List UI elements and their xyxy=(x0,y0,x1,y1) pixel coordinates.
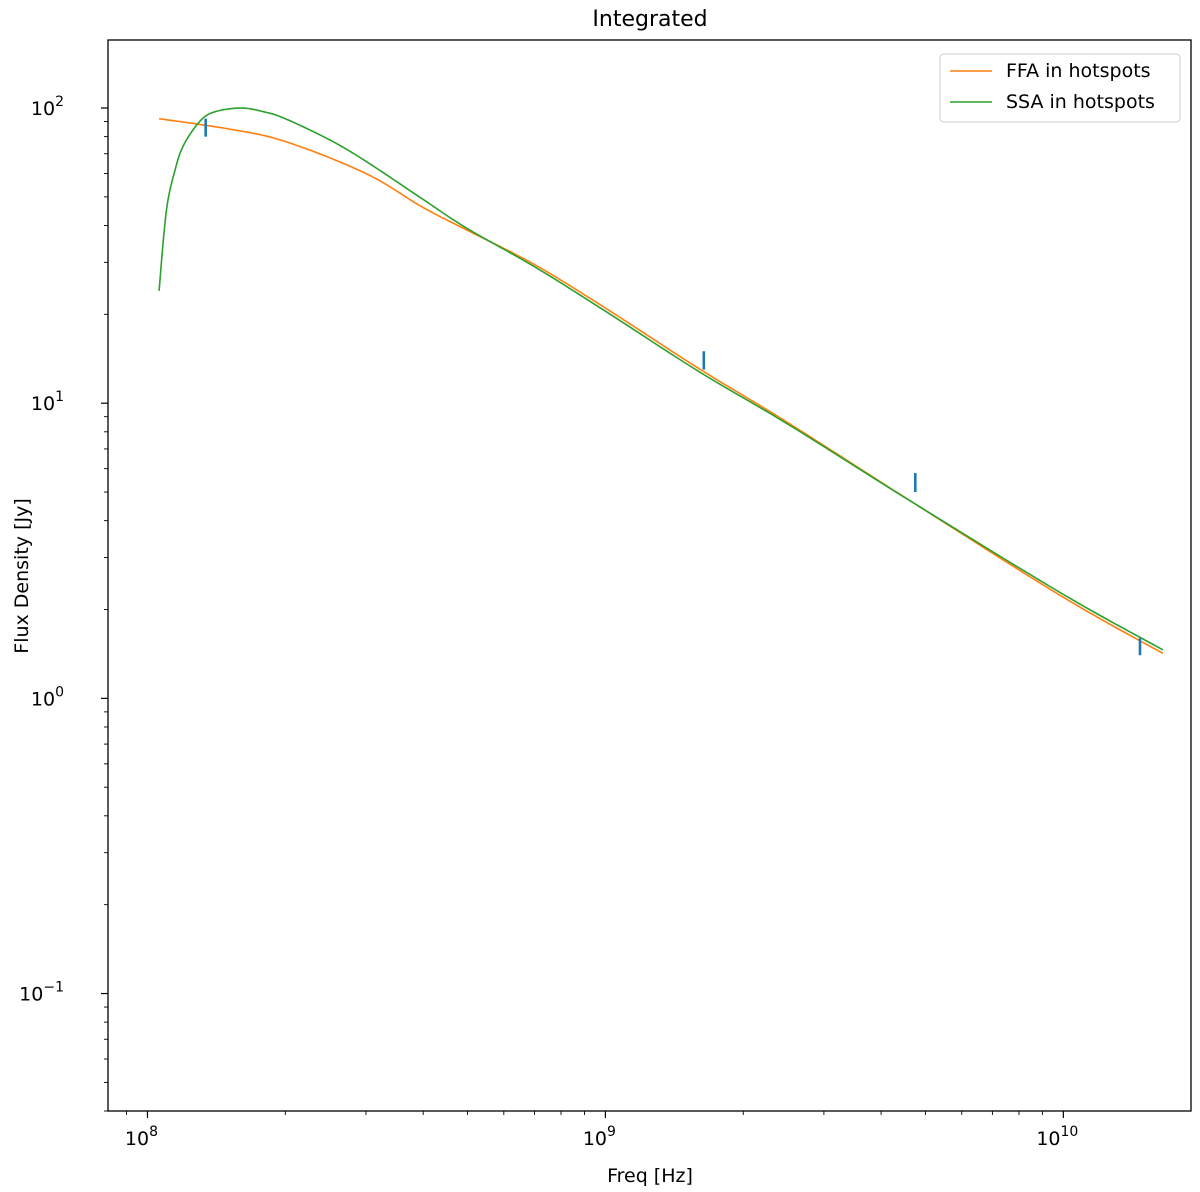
x-tick-label: 108 xyxy=(125,1124,158,1150)
plot-area xyxy=(107,39,1192,1112)
chart-title: Integrated xyxy=(592,7,707,32)
series-layer xyxy=(158,107,1164,656)
x-axis-label: Freq [Hz] xyxy=(607,1165,693,1187)
legend-label-ssa: SSA in hotspots xyxy=(1006,91,1155,113)
x-tick-label: 109 xyxy=(583,1124,616,1150)
legend-label-ffa: FFA in hotspots xyxy=(1006,60,1151,82)
series-line-1 xyxy=(158,107,1164,651)
y-tick-label: 101 xyxy=(31,389,64,415)
y-axis-label: Flux Density [Jy] xyxy=(11,498,33,653)
y-tick-label: 10−1 xyxy=(19,980,64,1006)
x-tick-label: 1010 xyxy=(1036,1124,1078,1150)
y-tick-label: 102 xyxy=(31,94,64,120)
y-tick-label: 100 xyxy=(31,684,64,710)
legend-box xyxy=(939,53,1181,123)
series-line-0 xyxy=(158,117,1164,655)
axis-ticks: 108 109 1010 102 101 100 10−1 xyxy=(19,94,1078,1150)
legend: FFA in hotspots SSA in hotspots xyxy=(939,53,1181,123)
